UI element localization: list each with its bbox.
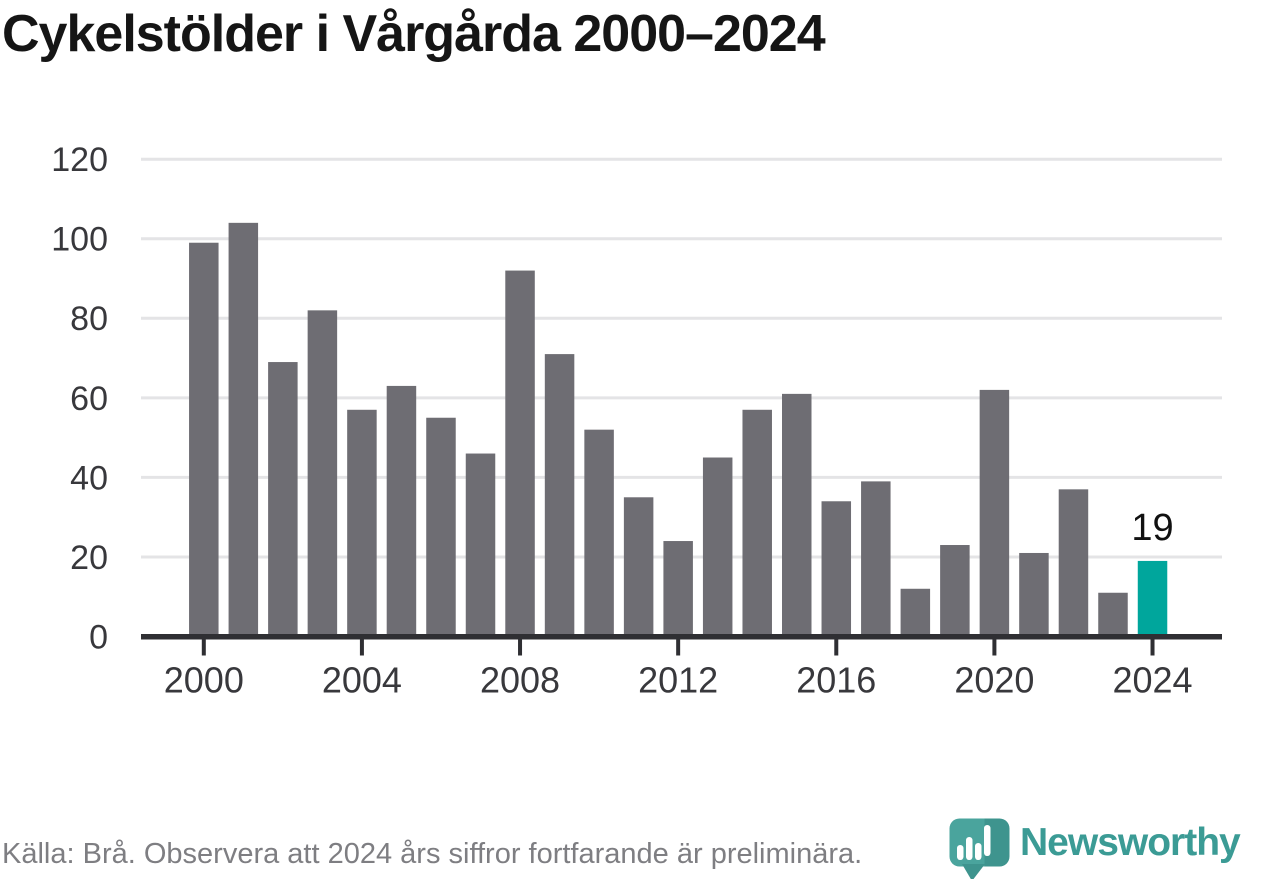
x-tick-label-2020: 2020 [954,660,1034,701]
x-axis-tick-2024 [1150,639,1155,656]
bar-2007 [465,453,496,637]
bar-2014 [742,409,772,637]
bar-2009 [544,354,575,637]
x-axis-line [141,634,1222,640]
y-tick-label-120: 120 [51,141,108,179]
x-tick-label-2004: 2004 [322,660,402,701]
y-tick-label-40: 40 [70,459,108,497]
bar-2013 [702,457,733,637]
bar-2006 [426,417,456,637]
y-tick-label-0: 0 [89,618,108,656]
bar-2019 [940,545,970,637]
newsworthy-wordmark: Newsworthy [1020,821,1241,864]
bar-2021 [1019,552,1049,637]
newsworthy-pin-bar-chart-icon [949,818,1010,879]
x-tick-label-2000: 2000 [164,660,244,701]
bar-2020 [979,389,1010,637]
bar-2001 [228,222,259,637]
bar-2010 [584,429,614,637]
chart-title: Cykelstölder i Vårgårda 2000–2024 [2,5,826,63]
x-tick-label-2008: 2008 [480,660,560,701]
icon-bar-4 [984,825,991,856]
x-axis-tick-2020 [992,639,997,656]
x-axis-tick-2016 [834,639,839,656]
source-note: Källa: Brå. Observera att 2024 års siffr… [2,838,863,870]
x-axis-tick-2004 [359,639,364,656]
bar-2004 [347,409,377,637]
bar-2016 [821,501,852,637]
icon-bar-1 [957,845,964,860]
icon-bar-2 [966,837,973,860]
pin-body [949,818,1010,867]
x-tick-label-2012: 2012 [638,660,718,701]
bar-2005 [386,385,417,637]
y-tick-label-60: 60 [70,380,108,418]
x-tick-label-2016: 2016 [796,660,876,701]
bar-2000 [189,242,219,637]
bar-2002 [268,362,298,637]
bar-2023 [1098,592,1128,637]
highlight-bar-2024 [1137,560,1168,637]
bar-2022 [1058,489,1089,637]
x-tick-label-2024: 2024 [1112,660,1192,701]
bar-2008 [505,270,535,637]
bar-2018 [900,588,931,637]
bar-2015 [782,393,812,637]
bar-2011 [623,497,654,637]
x-axis-tick-2012 [676,639,681,656]
y-tick-label-80: 80 [70,300,108,338]
bar-2003 [307,310,338,637]
x-axis-tick-2000 [201,639,206,656]
highlight-value-label: 19 [1131,507,1173,549]
bar-2017 [861,481,891,637]
y-tick-label-20: 20 [70,539,108,577]
x-axis-tick-2008 [518,639,523,656]
bar-2012 [663,541,693,637]
pin-tail [962,864,985,879]
icon-bar-3 [975,843,982,860]
y-tick-label-100: 100 [51,221,108,259]
newsworthy-logo: Newsworthy [949,812,1262,879]
